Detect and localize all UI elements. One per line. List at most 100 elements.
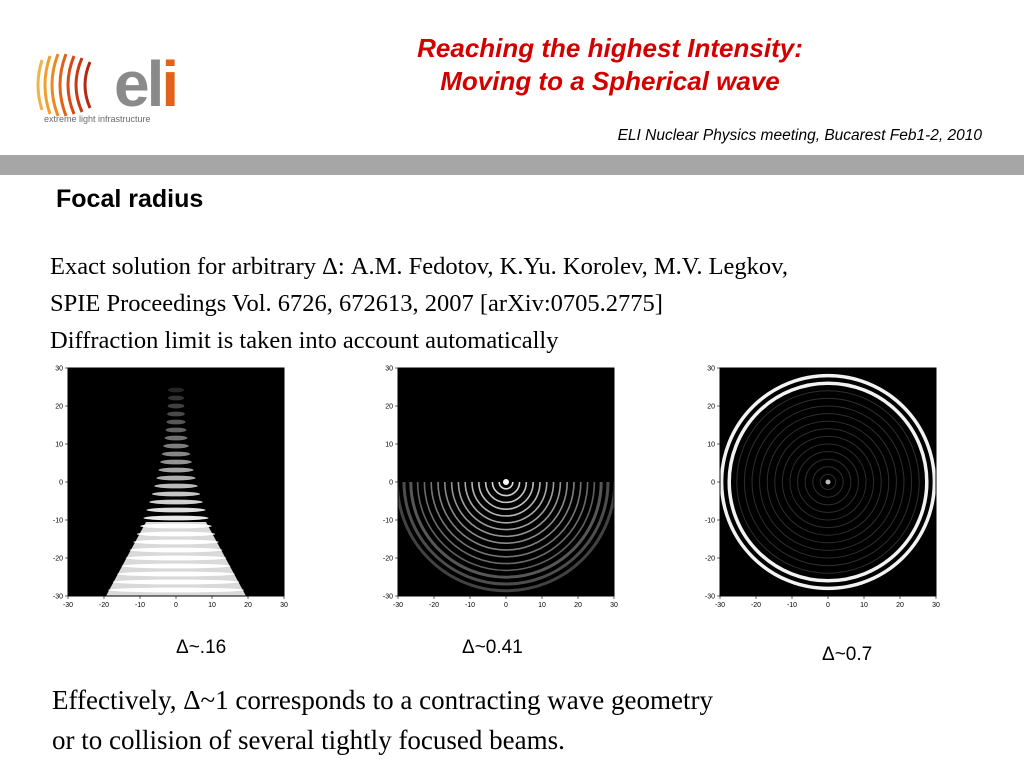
fringe-band <box>163 443 189 449</box>
fringe-ring <box>789 443 867 521</box>
fringe-band <box>167 403 185 409</box>
fringe-ring <box>484 481 528 504</box>
intensity-plot-full: -30 -30 -20 -20 -10 -10 0 0 10 10 20 20 30 30 <box>682 362 942 612</box>
fringe-band <box>164 435 188 441</box>
fringe-band <box>158 467 194 473</box>
focal-spot <box>503 479 509 485</box>
body-line: Diffraction limit is taken into account … <box>50 327 559 354</box>
fringe-ring <box>464 481 548 524</box>
x-tick-label: -30 <box>715 602 725 609</box>
fringe-ring <box>437 481 575 551</box>
fringe-band <box>154 483 198 489</box>
x-tick-label: 10 <box>208 602 216 609</box>
meeting-subtitle: ELI Nuclear Physics meeting, Bucarest Fe… <box>617 127 982 144</box>
x-tick-label: 0 <box>504 602 508 609</box>
plot-caption: Δ~.16 <box>176 637 227 658</box>
x-tick-label: -20 <box>429 602 439 609</box>
y-tick-label: 20 <box>385 404 393 411</box>
fringe-ring <box>759 413 897 551</box>
fringe-ring <box>804 458 852 506</box>
x-tick-label: 0 <box>174 602 178 609</box>
fringe-band <box>168 387 184 393</box>
y-tick-label: 10 <box>55 442 63 449</box>
y-tick-label: -10 <box>705 518 715 525</box>
fringe-ring <box>743 397 913 567</box>
fringe-band <box>167 411 185 417</box>
y-tick-label: -30 <box>383 594 393 601</box>
title-line-1: Reaching the highest Intensity: <box>417 33 803 63</box>
fringe-ring <box>402 481 610 586</box>
x-tick-label: -30 <box>63 602 73 609</box>
logo-wordmark: eli <box>114 48 179 120</box>
fringe-ring <box>450 481 562 538</box>
y-tick-label: 0 <box>389 480 393 487</box>
fringe-band <box>149 499 203 505</box>
fringe-ring <box>751 405 905 559</box>
fringe-band <box>167 395 185 401</box>
title-line-2: Moving to a Spherical wave <box>440 66 780 96</box>
fringe-band <box>165 427 187 433</box>
fringe-ring <box>430 481 582 558</box>
y-tick-label: 10 <box>385 442 393 449</box>
fringe-ring <box>457 481 555 531</box>
fringe-ring <box>774 428 882 536</box>
body-line: SPIE Proceedings Vol. 6726, 672613, 2007… <box>50 290 663 317</box>
plot-svg: -30-30 -20 -20 -10 -10 0 0 10 10 20 20 30 30 <box>705 366 940 610</box>
fringe-band <box>166 419 186 425</box>
x-tick-label: 10 <box>860 602 868 609</box>
x-tick-label: -20 <box>751 602 761 609</box>
logo-tagline: extreme light infrastructure <box>44 114 151 124</box>
x-tick-label: 10 <box>538 602 546 609</box>
y-tick-label: 10 <box>707 442 715 449</box>
y-tick-label: 30 <box>707 366 715 373</box>
y-tick-label: 20 <box>707 404 715 411</box>
fringe-band <box>161 451 191 457</box>
conclusion-line: or to collision of several tightly focus… <box>52 725 565 755</box>
fringe-band <box>151 491 201 497</box>
intensity-plot-narrow: -30 -30 -20 -20 -10 -10 0 0 10 10 20 20 30 30 <box>30 362 290 612</box>
plot-svg: -30-30 -20 -20 -10 -10 0 0 10 10 20 20 30 30 <box>53 366 288 610</box>
x-tick-label: 30 <box>610 602 618 609</box>
fringe-ring <box>491 481 521 497</box>
y-tick-label: -10 <box>383 518 393 525</box>
beam-cone <box>106 522 246 596</box>
section-heading: Focal radius <box>56 185 204 213</box>
y-tick-label: -30 <box>705 594 715 601</box>
y-tick-label: 30 <box>385 366 393 373</box>
y-tick-label: 0 <box>711 480 715 487</box>
y-tick-label: -30 <box>53 594 63 601</box>
fringe-ring <box>797 451 859 513</box>
fringe-band <box>156 475 196 481</box>
slide-title: Reaching the highest Intensity: Moving t… <box>290 32 930 98</box>
fringe-band <box>146 507 206 513</box>
x-tick-label: -30 <box>393 602 403 609</box>
intensity-plot-partial: -30 -30 -20 -20 -10 -10 0 0 10 10 20 20 30 30 <box>360 362 620 612</box>
conclusion-line: Effectively, Δ~1 corresponds to a contra… <box>52 685 713 715</box>
fringe-ring <box>444 481 568 544</box>
fringe-ring <box>498 481 514 490</box>
x-tick-label: -10 <box>465 602 475 609</box>
y-tick-label: -10 <box>53 518 63 525</box>
fringe-ring <box>398 481 614 593</box>
x-tick-label: 20 <box>896 602 904 609</box>
plot-caption: Δ~0.7 <box>822 644 873 665</box>
y-tick-label: -20 <box>53 556 63 563</box>
x-tick-label: -20 <box>99 602 109 609</box>
x-tick-label: -10 <box>787 602 797 609</box>
y-tick-label: 0 <box>59 480 63 487</box>
body-line: Exact solution for arbitrary Δ: A.M. Fed… <box>50 253 788 280</box>
body-text: Exact solution for arbitrary Δ: A.M. Fed… <box>50 248 788 359</box>
y-tick-label: -20 <box>383 556 393 563</box>
fringe-ring <box>781 435 875 529</box>
fringe-ring <box>727 381 929 583</box>
eli-logo: eli extreme light infrastructure <box>30 50 190 130</box>
y-tick-label: 20 <box>55 404 63 411</box>
fringe-ring <box>471 481 541 517</box>
x-tick-label: 20 <box>574 602 582 609</box>
header-divider-band <box>0 155 1024 175</box>
fringe-band <box>160 459 192 465</box>
fringe-band <box>143 515 209 521</box>
fringe-ring <box>478 481 534 510</box>
fringe-ring <box>423 481 589 565</box>
y-tick-label: 30 <box>55 366 63 373</box>
